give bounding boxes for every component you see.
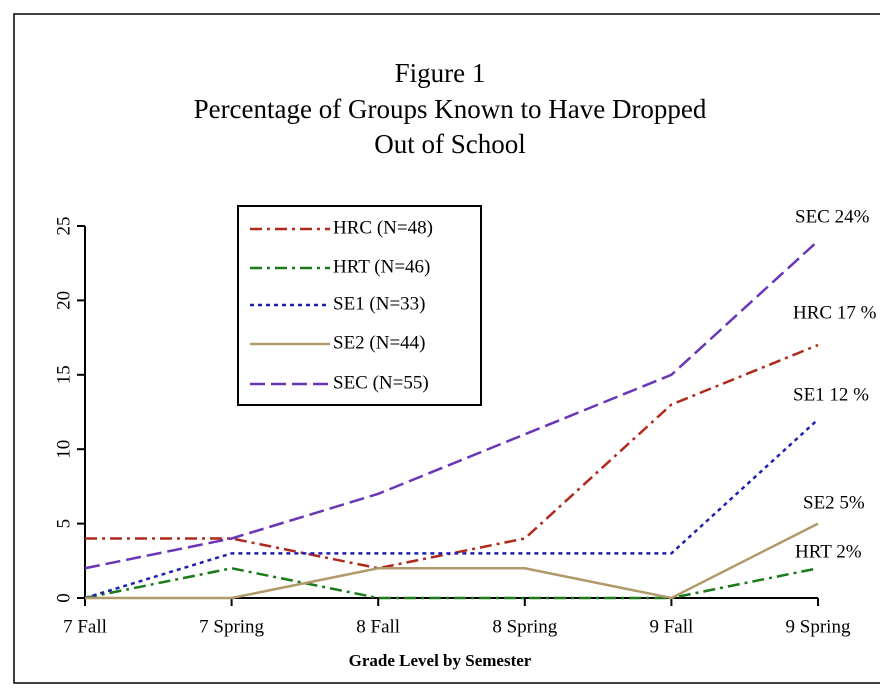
legend-label: SE2 (N=44) <box>333 332 426 353</box>
annotation: SE1 12 % <box>793 384 869 405</box>
y-tick-label: 0 <box>53 593 74 603</box>
legend-label: HRC (N=48) <box>333 217 433 238</box>
x-tick-label: 8 Fall <box>356 616 400 637</box>
annotation: HRC 17 % <box>793 302 877 323</box>
legend-label: SEC (N=55) <box>333 372 429 393</box>
frame <box>13 13 880 684</box>
y-tick-label: 25 <box>53 217 74 236</box>
legend <box>237 205 482 406</box>
x-tick-label: 9 Fall <box>649 616 693 637</box>
y-tick-label: 10 <box>53 440 74 459</box>
series-line <box>85 522 819 600</box>
chart-subtitle: Percentage of Groups Known to Have Dropp… <box>194 94 707 124</box>
y-tick-label: 20 <box>53 291 74 310</box>
chart-title: Figure 1 <box>395 58 486 88</box>
x-axis-label: Grade Level by Semester <box>349 651 532 670</box>
chart-subtitle: Out of School <box>374 129 526 159</box>
legend-label: SE1 (N=33) <box>333 293 426 314</box>
annotation: SEC 24% <box>795 206 870 227</box>
series-line <box>84 239 819 570</box>
series-line <box>84 418 819 600</box>
annotation: SE2 5% <box>803 492 865 513</box>
x-tick-label: 9 Spring <box>786 616 851 637</box>
annotation: HRT 2% <box>795 541 862 562</box>
x-tick-label: 8 Spring <box>492 616 557 637</box>
series-line <box>84 566 819 600</box>
legend-label: HRT (N=46) <box>333 256 430 277</box>
x-tick-label: 7 Spring <box>199 616 264 637</box>
y-tick-label: 5 <box>53 519 74 529</box>
x-tick-label: 7 Fall <box>63 616 107 637</box>
y-tick-label: 15 <box>53 365 74 384</box>
